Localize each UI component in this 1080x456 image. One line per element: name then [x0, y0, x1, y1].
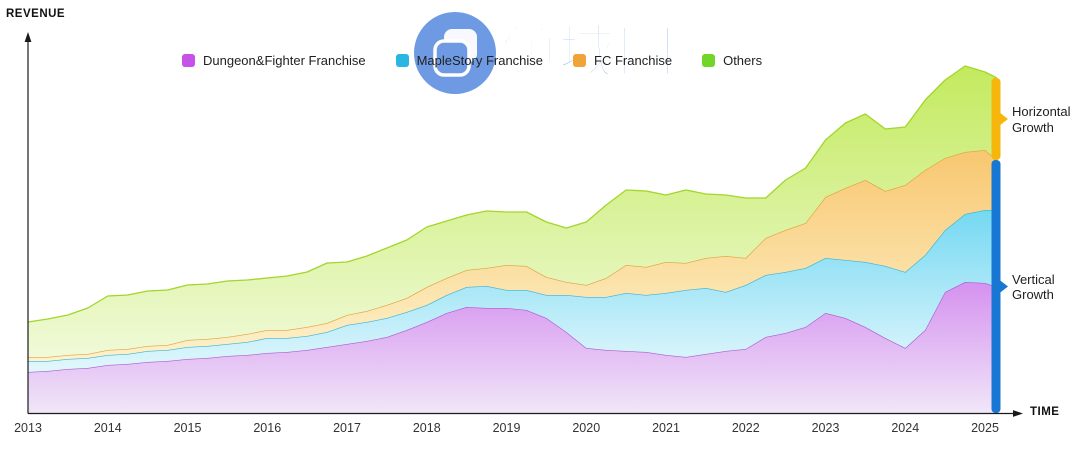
horizontal-growth-bar: [991, 78, 1001, 160]
x-axis-title: TIME: [1030, 406, 1060, 418]
legend-label: FC Franchise: [594, 53, 673, 68]
legend-swatch-others: [702, 54, 716, 67]
x-axis-arrow-icon: [1013, 410, 1023, 417]
area-top-line-others: [27, 65, 998, 323]
legend-item-fc-franchise: FC Franchise: [573, 53, 672, 68]
area-fc-franchise: [28, 150, 997, 361]
y-axis-title: REVENUE: [6, 8, 66, 20]
legend-label: Dungeon&Fighter Franchise: [203, 53, 366, 68]
legend-label: Others: [723, 53, 763, 68]
legend-item-dungeon-fighter-franchise: Dungeon&Fighter Franchise: [182, 53, 366, 68]
area-others: [28, 66, 997, 357]
horizontal-growth-label: Horizontal Growth: [1012, 104, 1071, 135]
area-maplestory-franchise: [28, 210, 997, 372]
vertical-growth-label: Vertical Growth: [1012, 271, 1055, 303]
legend-swatch-fc-franchise: [573, 54, 587, 67]
legend-item-others: Others: [702, 53, 762, 68]
vertical-growth-bar: [991, 160, 1001, 413]
legend-swatch-maplestory-franchise: [395, 54, 409, 67]
legend-item-maplestory-franchise: MapleStory Franchise: [395, 53, 544, 68]
area-dungeon-fighter-franchise: [28, 282, 997, 413]
vertical-growth-arrow-icon: [997, 278, 1008, 295]
legend-swatch-dungeon-fighter-franchise: [182, 54, 195, 67]
horizontal-growth-arrow-icon: [997, 110, 1008, 128]
y-axis-arrow-icon: [24, 32, 32, 42]
legend: Dungeon&Fighter Franchise MapleStory Fran…: [182, 53, 762, 68]
legend-label: MapleStory Franchise: [416, 53, 544, 68]
